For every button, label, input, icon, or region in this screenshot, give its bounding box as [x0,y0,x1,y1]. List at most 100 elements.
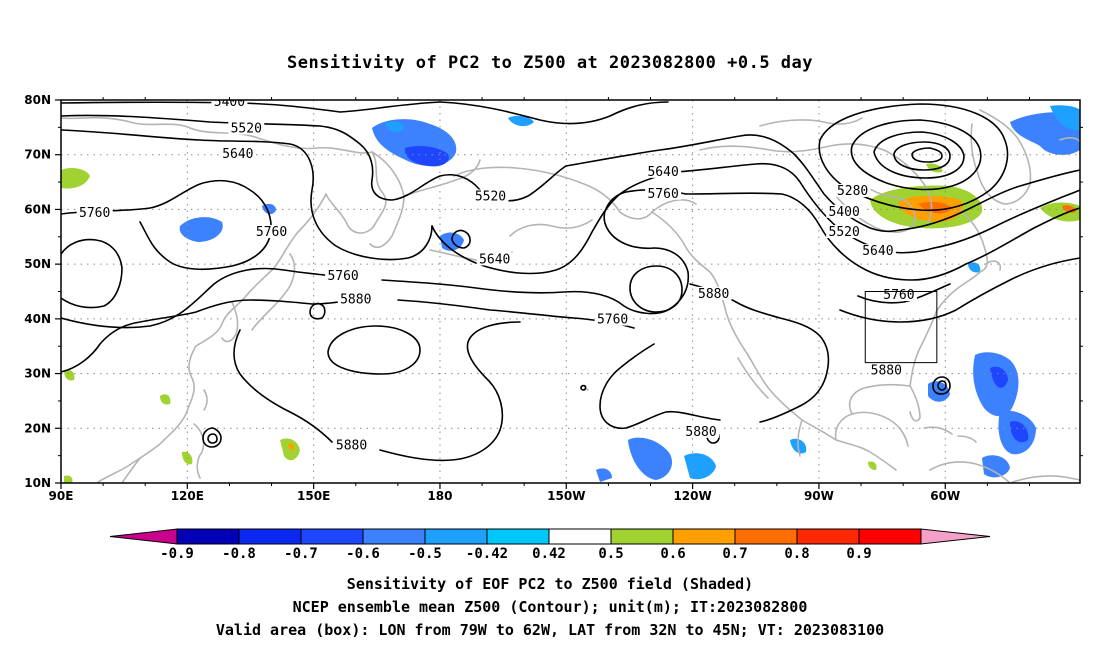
colorbar-swatch [672,528,736,545]
contour-label: 5400 [829,205,860,220]
contour-5640 [61,129,433,261]
coastline [959,209,989,273]
contour-5880 [599,343,721,430]
shade-blob [1010,421,1029,443]
lon-tick-label: 150E [297,489,330,503]
colorbar-label: -0.9 [160,546,194,562]
coastline [193,423,205,479]
colorbar-label: -0.6 [346,546,380,562]
colorbar-label: 0.42 [532,546,566,562]
colorbar-swatch [486,528,550,545]
contour-label-bg [594,312,631,326]
contour-label: 5880 [340,292,371,307]
lat-tick-label: 40N [24,312,51,326]
contour-5520 [439,101,669,125]
colorbar-swatch [300,528,364,545]
colorbar-label: -0.42 [466,546,508,562]
lat-tick-label: 20N [24,421,51,435]
coastline [835,439,897,471]
contour-label: 5640 [222,147,253,162]
coastlines [61,109,1080,483]
contour-label: 5760 [883,288,914,303]
shade-blob [280,438,300,461]
contour-label: 5880 [685,425,716,440]
contour-label-bg [683,424,720,438]
contour-label-bg [645,186,682,200]
colorbar-label: 0.6 [660,546,685,562]
contour-4920 [911,147,943,163]
contour-label: 5880 [698,287,729,302]
colorbar-low-extension [109,528,178,545]
contour-label-bg [219,146,256,160]
shade-blob [868,461,877,470]
contour-label: 5520 [475,189,506,204]
contour-5520 [899,169,1080,231]
contour-5880 [327,325,421,375]
coastline [509,219,593,237]
colorbar-swatch [362,528,426,545]
contour-label-bg [228,121,265,135]
colorbar-label: -0.8 [222,546,256,562]
contour-closed [451,229,471,249]
contour-closed [202,427,222,448]
contour-5880 [233,329,333,443]
contour-label-bg [826,204,863,218]
coastline [453,166,697,220]
contour-label: 5640 [862,244,893,259]
shade-blob [385,121,404,133]
contour-label-bg [253,225,290,239]
lon-tick-label: 90W [804,489,834,503]
contour-5760 [61,238,123,309]
z500-contours [61,101,1080,462]
contour-5880 [689,283,830,407]
contour-5760 [685,192,967,281]
contour-5880 [759,405,801,423]
coastline [797,419,803,457]
contour-closed [580,384,587,391]
coastline [195,193,327,347]
caption-line-1: Sensitivity of EOF PC2 to Z500 field (Sh… [347,575,753,593]
lon-tick-label: 60W [930,489,960,503]
shade-blob [684,453,716,480]
colorbar-label: -0.7 [284,546,318,562]
contour-label-bg [333,438,370,452]
coastline [251,253,296,331]
coastline [121,457,141,483]
shade-blob [968,262,981,273]
coastline [909,385,921,422]
contour-label: 5760 [79,206,110,221]
coastline [403,159,481,197]
contour-label: 5280 [837,184,868,199]
contour-label: 5760 [597,313,628,328]
coastline [97,345,197,483]
colorbar-label: 0.5 [598,546,623,562]
coastline [699,143,885,153]
shade-blob [596,468,612,482]
contour-label-bg [645,164,682,178]
contour-labels: 5400552056405760576055205640576056405760… [76,100,917,453]
coastline [369,151,405,249]
contour-label-bg [337,292,374,306]
contour-label: 5520 [829,225,860,240]
coastline [203,389,208,411]
colorbar-label: 0.7 [722,546,747,562]
contour-closed [309,302,326,320]
colorbar-swatch [734,528,798,545]
contour-5280 [850,119,982,191]
shade-blob [508,115,534,127]
colorbar-label: -0.5 [408,546,442,562]
contour-label-bg [868,363,905,377]
contour-5880 [379,321,521,462]
map-panel: 5400552056405760576055205640576056405760… [24,93,1083,503]
coastline [909,271,981,387]
contour-label-bg [859,244,896,258]
contour-5760 [61,267,357,329]
valid-area-box [864,291,938,364]
shade-blob [926,163,943,173]
shade-blob [982,455,1010,478]
shade-blob [64,475,73,483]
contour-label-bg [826,225,863,239]
contour-5520 [61,114,567,202]
shade-blob [1050,105,1080,131]
